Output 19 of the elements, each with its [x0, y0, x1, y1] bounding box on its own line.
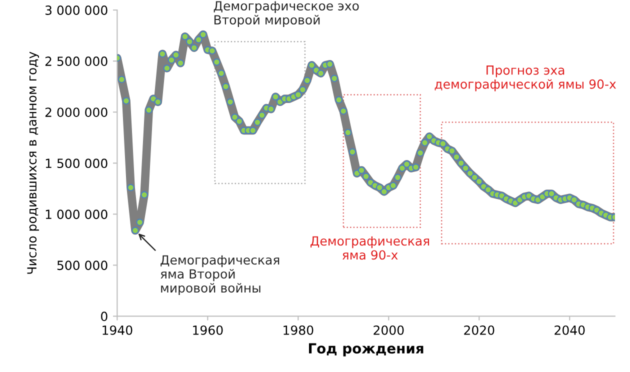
x-tick-label: 2020: [464, 325, 494, 335]
y-tick-label: 1 500 000: [46, 158, 108, 168]
y-tick-label: 0: [101, 312, 108, 322]
x-tick-label: 1960: [193, 325, 223, 335]
y-axis-title: Число родившихся в данном году: [27, 52, 39, 274]
annotation: Прогноз эха демографической ямы 90-х: [434, 66, 616, 92]
annotation: Демографическая яма Второй мировой войны: [160, 255, 280, 296]
x-tick-label: 1980: [284, 325, 314, 335]
x-axis-title: Год рождения: [308, 343, 424, 356]
x-tick-label: 2000: [374, 325, 404, 335]
y-tick-label: 1 000 000: [46, 210, 108, 220]
y-tick-label: 2 500 000: [45, 56, 108, 66]
annotation: Демографическая яма 90-х: [310, 236, 430, 260]
y-tick-label: 2 000 000: [45, 108, 108, 118]
y-tick-label: 500 000: [57, 260, 108, 270]
x-tick-label: 1940: [102, 325, 132, 335]
annotation: Демографическое эхо Второй мировой: [214, 1, 359, 27]
y-tick-label: 3 000 000: [45, 6, 108, 15]
x-tick-label: 2040: [554, 325, 585, 335]
